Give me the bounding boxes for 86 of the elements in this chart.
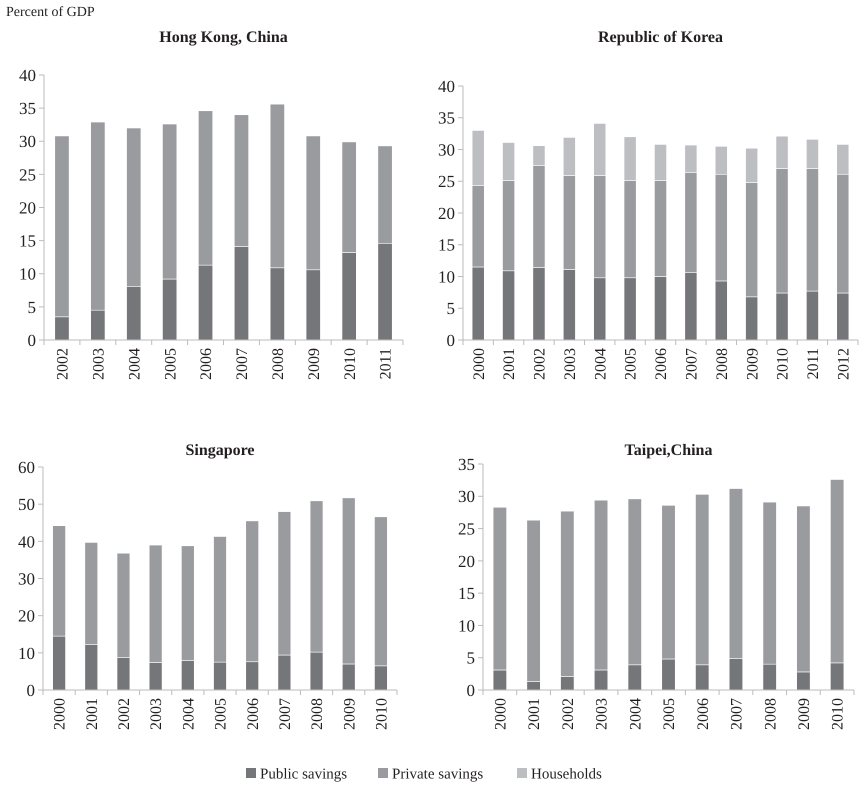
y-tick-label: 35	[458, 454, 475, 474]
x-tick-label: 2004	[627, 698, 644, 730]
chart-title: Singapore	[185, 442, 255, 459]
y-tick-label: 20	[19, 198, 36, 218]
y-tick-label: 0	[28, 330, 36, 350]
y-tick-label: 40	[19, 66, 36, 85]
legend-label: Private savings	[392, 766, 484, 782]
x-tick-label: 2004	[180, 698, 198, 730]
y-tick-label: 20	[458, 552, 475, 571]
x-tick-label: 2012	[835, 348, 852, 380]
y-tick-label: 0	[466, 680, 475, 700]
x-tick-label: 2003	[594, 698, 611, 730]
chart-title: Republic of Korea	[598, 29, 724, 46]
y-tick-label: 35	[438, 108, 455, 128]
y-tick-label: 10	[18, 644, 35, 663]
x-tick-label: 2001	[501, 348, 518, 380]
x-tick-label: 2006	[244, 698, 262, 730]
x-tick-label: 2000	[470, 348, 488, 380]
x-tick-label: 2005	[661, 698, 678, 730]
y-tick-label: 15	[458, 584, 475, 604]
x-tick-label: 2008	[714, 348, 731, 380]
y-tick-label: 10	[438, 267, 455, 286]
x-tick-label: 2009	[341, 698, 358, 730]
y-tick-label: 30	[438, 140, 455, 160]
y-tick-label: 0	[26, 680, 35, 700]
x-tick-label: 2011	[378, 348, 395, 380]
x-tick-label: 2004	[592, 348, 610, 380]
x-tick-label: 2006	[694, 698, 712, 730]
x-tick-label: 2011	[805, 348, 822, 380]
y-tick-label: 10	[458, 616, 475, 636]
x-tick-label: 2010	[342, 348, 359, 380]
y-axis-title: Percent of GDP	[6, 5, 95, 20]
y-tick-label: 15	[438, 236, 455, 255]
x-tick-label: 2007	[234, 348, 252, 380]
x-tick-label: 2001	[84, 698, 101, 730]
y-tick-label: 25	[458, 520, 475, 539]
y-tick-label: 40	[18, 532, 35, 552]
x-tick-label: 2007	[683, 348, 700, 380]
x-tick-label: 2003	[562, 348, 579, 380]
chart-title: Taipei,China	[624, 442, 712, 459]
y-tick-label: 35	[19, 99, 36, 118]
y-tick-label: 30	[458, 487, 475, 506]
x-tick-label: 2008	[309, 698, 326, 730]
chart-title: Hong Kong, China	[159, 29, 288, 46]
x-tick-label: 2010	[774, 348, 792, 380]
x-tick-label: 2007	[276, 698, 294, 730]
x-tick-label: 2005	[622, 348, 640, 380]
x-tick-label: 2000	[492, 698, 510, 730]
y-tick-label: 20	[438, 204, 455, 223]
x-tick-label: 2003	[90, 348, 108, 380]
y-tick-label: 25	[19, 165, 36, 184]
x-tick-label: 2009	[744, 348, 762, 380]
y-tick-label: 5	[28, 298, 36, 317]
x-tick-label: 2005	[212, 698, 230, 730]
y-tick-label: 15	[19, 232, 36, 251]
x-tick-label: 2009	[796, 698, 814, 730]
x-tick-label: 2010	[374, 698, 391, 730]
y-tick-label: 30	[19, 132, 36, 152]
y-tick-label: 20	[18, 606, 35, 626]
x-tick-label: 2008	[270, 348, 287, 380]
x-tick-label: 2009	[306, 348, 323, 380]
legend-label: Public savings	[260, 766, 348, 782]
y-tick-label: 5	[466, 648, 475, 668]
x-tick-label: 2002	[116, 698, 134, 730]
y-tick-label: 25	[438, 172, 455, 192]
y-tick-label: 5	[446, 299, 455, 318]
y-tick-label: 30	[18, 569, 35, 588]
x-tick-label: 2010	[830, 698, 847, 730]
x-tick-label: 2008	[762, 698, 780, 730]
x-tick-label: 2004	[126, 348, 144, 380]
x-tick-label: 2005	[162, 348, 180, 380]
x-tick-label: 2006	[198, 348, 216, 380]
y-tick-label: 0	[446, 330, 455, 350]
y-tick-label: 10	[19, 264, 36, 284]
x-tick-label: 2006	[653, 348, 670, 380]
legend-label: Households	[531, 766, 602, 782]
x-tick-label: 2002	[532, 348, 549, 380]
x-tick-label: 2003	[148, 698, 166, 730]
x-tick-label: 2007	[728, 698, 746, 730]
x-tick-label: 2001	[526, 698, 544, 730]
x-tick-label: 2002	[560, 698, 577, 730]
y-tick-label: 40	[438, 76, 455, 96]
x-tick-label: 2002	[54, 348, 72, 380]
y-tick-label: 50	[18, 495, 35, 514]
x-tick-label: 2000	[52, 698, 69, 730]
y-tick-label: 60	[18, 458, 35, 477]
